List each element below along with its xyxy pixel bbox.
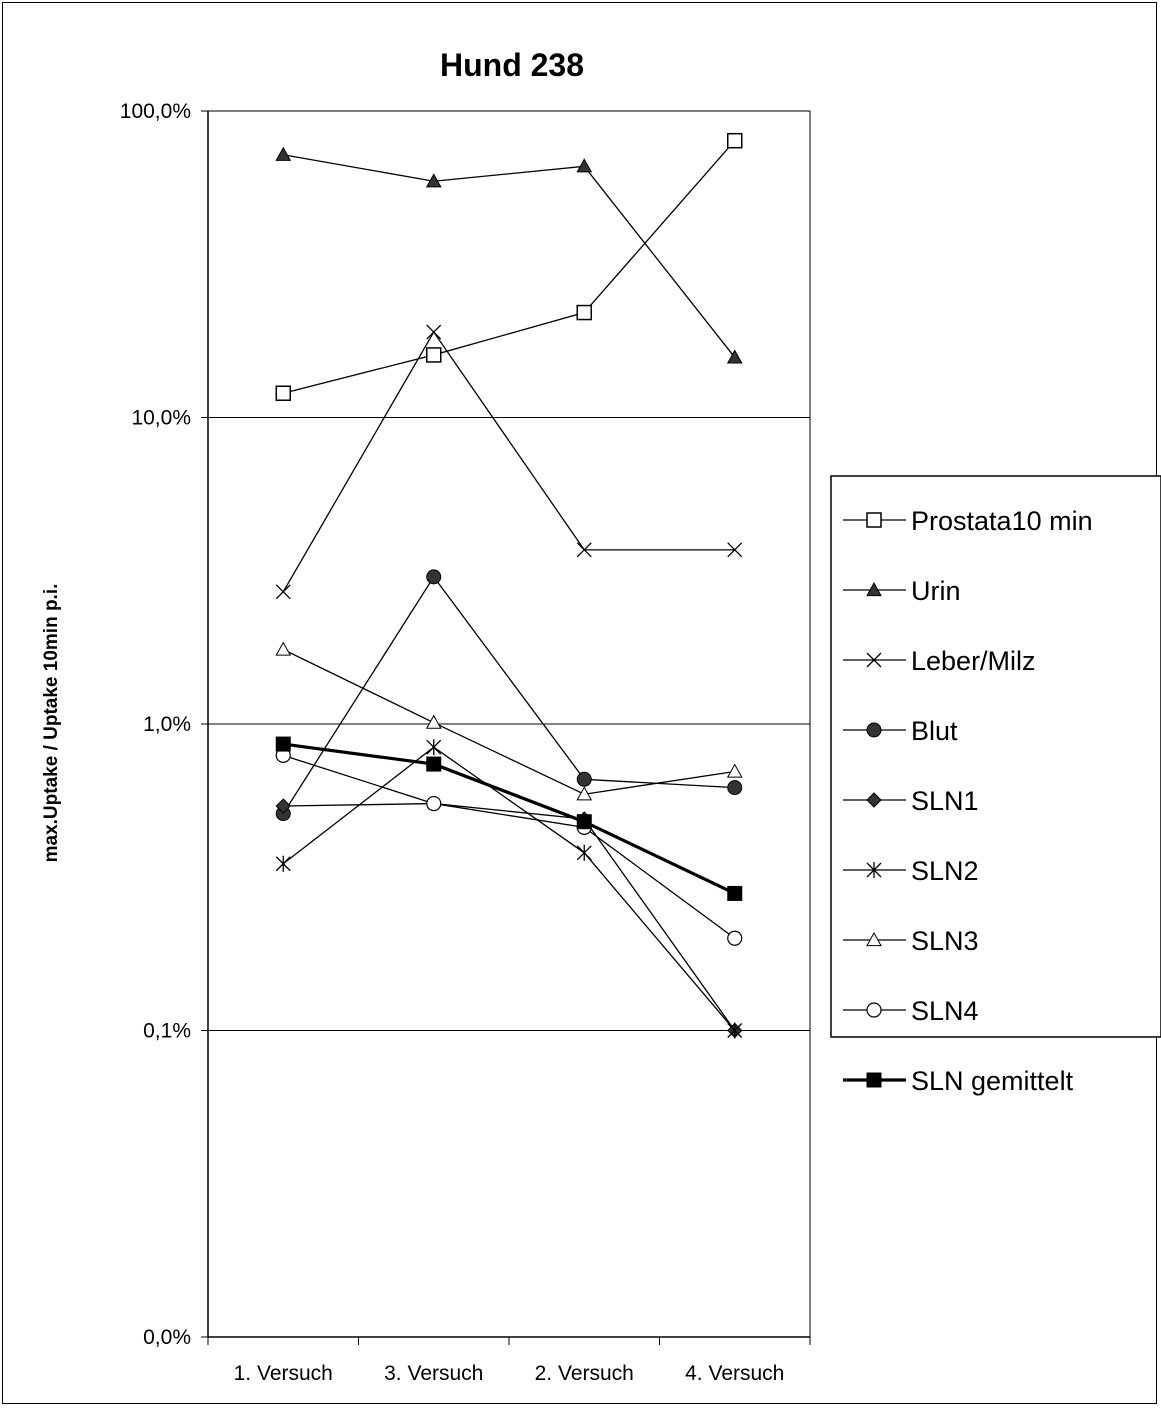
legend-label: SLN2 [911, 856, 979, 886]
data-point [576, 542, 592, 558]
legend-item: Prostata10 min [843, 506, 1093, 536]
legend-marker [866, 581, 882, 597]
series-sln3 [275, 641, 743, 801]
series-line [283, 154, 736, 358]
legend-label: Blut [911, 716, 958, 746]
x-tick-label: 1. Versuch [234, 1362, 333, 1385]
data-point [275, 641, 292, 656]
data-point [425, 714, 442, 729]
series-prostata10-min [275, 132, 743, 401]
legend-item: SLN4 [843, 996, 979, 1026]
series-line [282, 330, 735, 593]
data-point [576, 814, 592, 830]
series-line [283, 754, 736, 939]
data-point [426, 347, 442, 363]
series-line [282, 575, 735, 814]
data-point [727, 885, 743, 901]
data-point [275, 736, 291, 752]
data-point [426, 569, 442, 585]
series-line [282, 648, 735, 795]
series-leber-milz [275, 324, 743, 600]
data-point [426, 795, 442, 812]
legend-marker [866, 1002, 882, 1018]
y-axis-label: max.Uptake / Uptake 10min p.i. [41, 584, 62, 863]
legend-label: SLN gemittelt [911, 1066, 1074, 1096]
legend-marker [866, 722, 882, 738]
data-point [275, 385, 291, 401]
legend-marker [866, 1072, 882, 1088]
data-point [275, 855, 291, 872]
legend-label: Leber/Milz [911, 646, 1036, 676]
data-point [726, 349, 743, 364]
x-tick-label: 4. Versuch [685, 1362, 784, 1385]
data-point [576, 844, 592, 861]
x-tick-label: 2. Versuch [535, 1362, 634, 1385]
series-layer [275, 132, 743, 1039]
legend-item: Urin [843, 576, 961, 606]
data-point [576, 158, 593, 173]
series-line [283, 802, 736, 1031]
data-point [726, 763, 743, 778]
legend-item: SLN3 [843, 926, 979, 956]
data-point [576, 304, 592, 321]
legend-item: Blut [843, 716, 958, 746]
data-point [576, 771, 592, 787]
legend-marker [866, 792, 882, 808]
y-tick-label: 100,0% [120, 100, 191, 123]
x-axis-ticks: 1. Versuch 3. Versuch 2. Versuch 4. Versuch [207, 1337, 811, 1385]
legend-label: Prostata10 min [911, 506, 1093, 536]
legend-marker [866, 931, 882, 947]
data-point [727, 132, 743, 149]
data-point [727, 1022, 743, 1039]
data-point [727, 542, 743, 558]
y-tick-label: 10,0% [131, 407, 191, 430]
series-blut [275, 569, 743, 822]
legend-box [830, 475, 1161, 1038]
gridlines [208, 417, 810, 1031]
y-tick-label: 0,0% [143, 1326, 191, 1349]
series-line [282, 746, 736, 1031]
series-sln-gemittelt [275, 736, 743, 901]
data-point [425, 173, 442, 188]
legend-label: SLN1 [911, 786, 979, 816]
series-sln4 [275, 747, 743, 946]
data-point [727, 930, 743, 946]
data-point [727, 780, 743, 796]
data-point [426, 324, 442, 340]
y-tick-label: 1,0% [143, 713, 191, 736]
legend-item: Leber/Milz [843, 646, 1036, 676]
legend-marker [866, 652, 882, 668]
data-point [576, 786, 593, 801]
legend-marker [866, 512, 882, 528]
chart-title: Hund 238 [440, 47, 584, 83]
y-tick-label: 0,1% [143, 1020, 191, 1043]
legend-label: SLN4 [911, 996, 979, 1026]
data-point [275, 798, 291, 814]
series-line [283, 742, 736, 895]
series-sln1 [275, 795, 743, 1039]
data-point [275, 584, 291, 600]
data-point [275, 146, 292, 161]
y-axis-ticks: 100,0% 10,0% 1,0% 0,1% 0,0% [120, 100, 208, 1349]
legend: Prostata10 min Urin Leber/Milz Blut SLN1 SLN2… [830, 475, 1161, 1096]
x-tick-label: 3. Versuch [384, 1362, 483, 1385]
data-point [426, 739, 442, 756]
legend-item: SLN1 [843, 786, 979, 816]
series-sln2 [275, 739, 743, 1039]
legend-label: SLN3 [911, 926, 979, 956]
series-urin [275, 146, 743, 364]
data-point [426, 756, 442, 772]
series-line [283, 140, 736, 394]
legend-marker [866, 862, 882, 878]
legend-label: Urin [911, 576, 961, 606]
legend-item: SLN2 [843, 856, 979, 886]
legend-item: SLN gemittelt [843, 1066, 1074, 1096]
